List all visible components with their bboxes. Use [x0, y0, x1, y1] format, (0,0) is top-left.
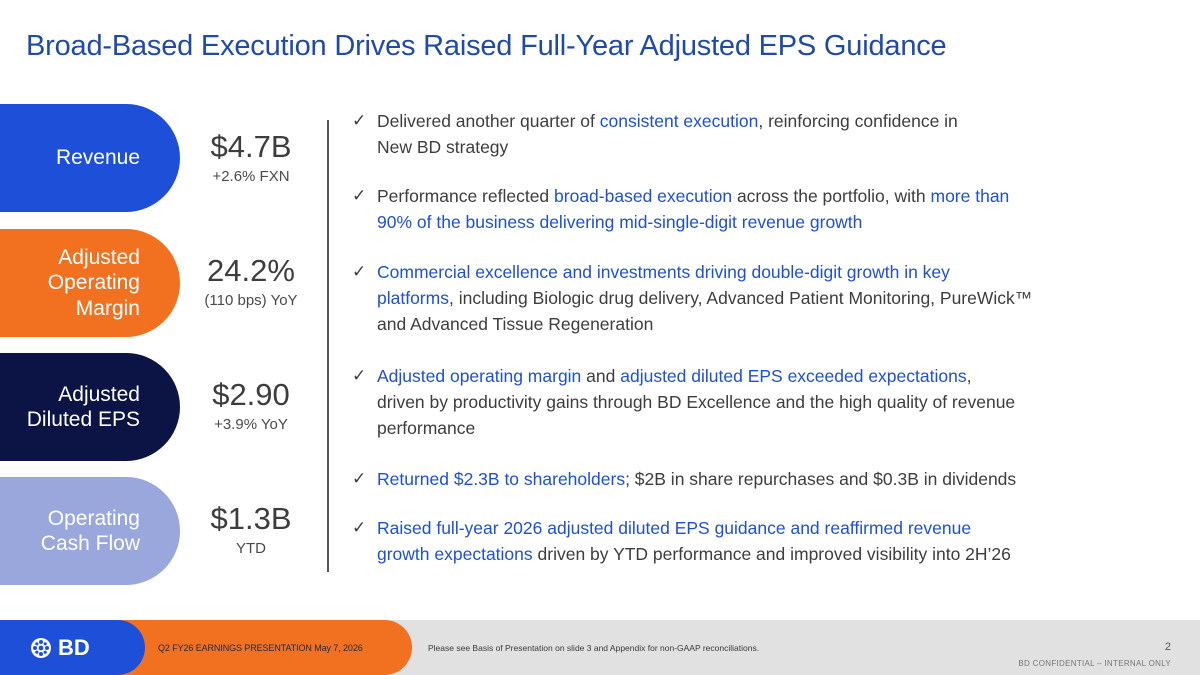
kpi-label-text: Adjusted Diluted EPS	[26, 382, 140, 431]
bd-starburst-logo-icon	[30, 637, 52, 659]
kpi-label-text: Operating Cash Flow	[40, 506, 140, 555]
bd-logo-text: BD	[58, 634, 90, 660]
kpi-value-revenue: $4.7B +2.6% FXN	[186, 129, 316, 186]
bullet-item: ✓ Performance reflected broad-based execu…	[352, 183, 1009, 235]
kpi-value-operating-margin: 24.2% (110 bps) YoY	[186, 253, 316, 310]
bullet-text: Raised full-year 2026 adjusted diluted E…	[377, 518, 1011, 564]
bullet-item: ✓ Returned $2.3B to shareholders; $2B in …	[352, 466, 1016, 492]
check-icon: ✓	[352, 262, 367, 281]
bullet-item: ✓ Commercial excellence and investments d…	[352, 259, 1032, 337]
kpi-subtext: +3.9% YoY	[214, 416, 288, 434]
vertical-divider	[327, 120, 329, 572]
kpi-label-text: Adjusted Operating Margin	[47, 246, 140, 320]
kpi-value-cash-flow: $1.3B YTD	[186, 501, 316, 558]
confidential-label: BD CONFIDENTIAL – INTERNAL ONLY	[1018, 659, 1171, 668]
bullet-text: Commercial excellence and investments dr…	[377, 262, 1033, 334]
slide-title: Broad-Based Execution Drives Raised Full…	[26, 30, 947, 62]
kpi-label-operating-margin: Adjusted Operating Margin	[0, 229, 180, 337]
bullet-text: Performance reflected broad-based execut…	[377, 186, 1010, 232]
bullet-text: Returned $2.3B to shareholders; $2B in s…	[377, 469, 1017, 489]
check-icon: ✓	[352, 469, 367, 488]
bullet-item: ✓ Adjusted operating margin and adjusted …	[352, 363, 1015, 441]
footer-logo-band: BD	[0, 620, 145, 675]
kpi-subtext: YTD	[236, 540, 266, 558]
kpi-value: $4.7B	[210, 129, 292, 164]
kpi-subtext: (110 bps) YoY	[204, 292, 298, 310]
kpi-value: $2.90	[212, 377, 290, 412]
check-icon: ✓	[352, 518, 367, 537]
check-icon: ✓	[352, 111, 367, 130]
kpi-label-diluted-eps: Adjusted Diluted EPS	[0, 353, 180, 461]
page-number: 2	[1164, 641, 1171, 653]
kpi-label-revenue: Revenue	[0, 104, 180, 212]
kpi-value-diluted-eps: $2.90 +3.9% YoY	[186, 377, 316, 434]
kpi-value: 24.2%	[207, 253, 295, 288]
check-icon: ✓	[352, 366, 367, 385]
kpi-subtext: +2.6% FXN	[212, 168, 290, 186]
kpi-label-text: Revenue	[55, 146, 140, 170]
bd-logo: BD	[30, 635, 90, 661]
kpi-value: $1.3B	[210, 501, 292, 536]
bullet-item: ✓ Raised full-year 2026 adjusted diluted …	[352, 515, 1011, 567]
bullet-item: ✓ Delivered another quarter of consistent…	[352, 108, 958, 160]
footer-note: Please see Basis of Presentation on slid…	[428, 643, 760, 653]
check-icon: ✓	[352, 186, 367, 205]
kpi-label-cash-flow: Operating Cash Flow	[0, 477, 180, 585]
bullet-text: Delivered another quarter of consistent …	[377, 111, 958, 157]
footer-presentation-label: Q2 FY26 EARNINGS PRESENTATION May 7, 202…	[158, 643, 363, 653]
bullet-text: Adjusted operating margin and adjusted d…	[377, 366, 1016, 438]
